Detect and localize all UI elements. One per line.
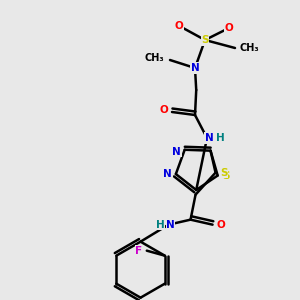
Text: O: O — [175, 21, 183, 31]
Text: O: O — [225, 23, 233, 33]
Text: N: N — [205, 133, 213, 143]
Text: N: N — [164, 169, 172, 179]
Text: S: S — [201, 35, 209, 45]
Text: S: S — [222, 170, 230, 181]
Text: N: N — [172, 147, 181, 157]
Text: O: O — [216, 220, 225, 230]
Text: N: N — [190, 63, 200, 73]
Text: H: H — [156, 220, 165, 230]
Text: H: H — [216, 133, 224, 143]
Text: CH₃: CH₃ — [144, 53, 164, 63]
Text: O: O — [160, 105, 168, 115]
Text: S: S — [220, 168, 227, 178]
Text: N: N — [166, 220, 175, 230]
Text: CH₃: CH₃ — [239, 43, 259, 53]
Text: F: F — [135, 246, 142, 256]
